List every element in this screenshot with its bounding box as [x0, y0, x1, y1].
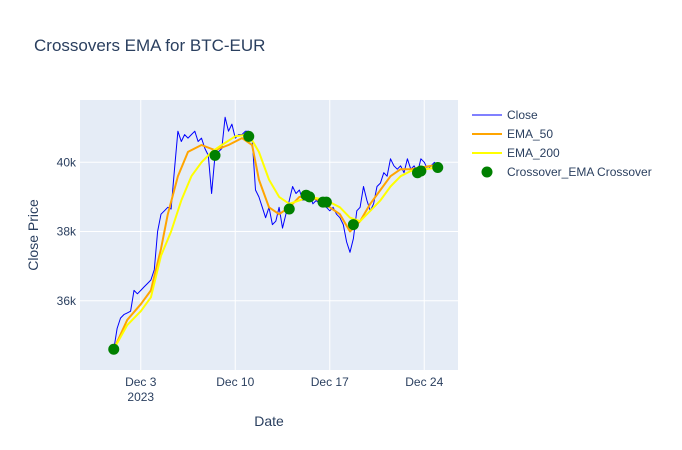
- crossover-point[interactable]: [304, 191, 315, 203]
- series-line-ema-200: [112, 133, 438, 350]
- crossover-point[interactable]: [243, 130, 255, 142]
- legend-swatch: [481, 166, 493, 178]
- crossover-point[interactable]: [108, 343, 120, 355]
- legend-item[interactable]: Close: [472, 108, 538, 122]
- plot-background: [80, 100, 458, 370]
- crossover-point[interactable]: [347, 219, 359, 231]
- crossover-point[interactable]: [283, 203, 295, 215]
- legend-label: Close: [507, 108, 538, 122]
- y-axis-ticks: 36k 38k 40k: [57, 155, 77, 307]
- x-tick-label: Dec 24: [405, 375, 443, 389]
- legend-label: Crossover_EMA Crossover: [507, 165, 652, 179]
- legend-item[interactable]: Crossover_EMA Crossover: [481, 165, 652, 179]
- legend-label: EMA_200: [507, 146, 560, 160]
- series-line-close: [113, 116, 439, 350]
- crossover-point[interactable]: [415, 165, 427, 177]
- legend-label: EMA_50: [507, 127, 553, 141]
- crossover-point[interactable]: [432, 162, 444, 173]
- x-tick-label: Dec 3: [125, 375, 157, 389]
- y-tick-label: 38k: [57, 225, 77, 239]
- x-tick-sublabel: 2023: [127, 390, 154, 404]
- x-tick-label: Dec 10: [216, 375, 254, 389]
- x-tick-label: Dec 17: [311, 375, 349, 389]
- legend-item[interactable]: EMA_50: [472, 127, 553, 141]
- y-tick-label: 36k: [57, 294, 77, 308]
- chart-title: Crossovers EMA for BTC-EUR: [34, 36, 265, 55]
- plot-area: [108, 116, 444, 355]
- y-tick-label: 40k: [57, 155, 77, 169]
- crossover-point[interactable]: [209, 149, 221, 161]
- legend-item[interactable]: EMA_200: [472, 146, 560, 160]
- legend[interactable]: Close EMA_50 EMA_200 Crossover_EMA Crossove…: [472, 108, 652, 179]
- x-axis-title: Date: [254, 413, 284, 429]
- crossover-point[interactable]: [320, 196, 332, 208]
- y-axis-title: Close Price: [25, 199, 41, 271]
